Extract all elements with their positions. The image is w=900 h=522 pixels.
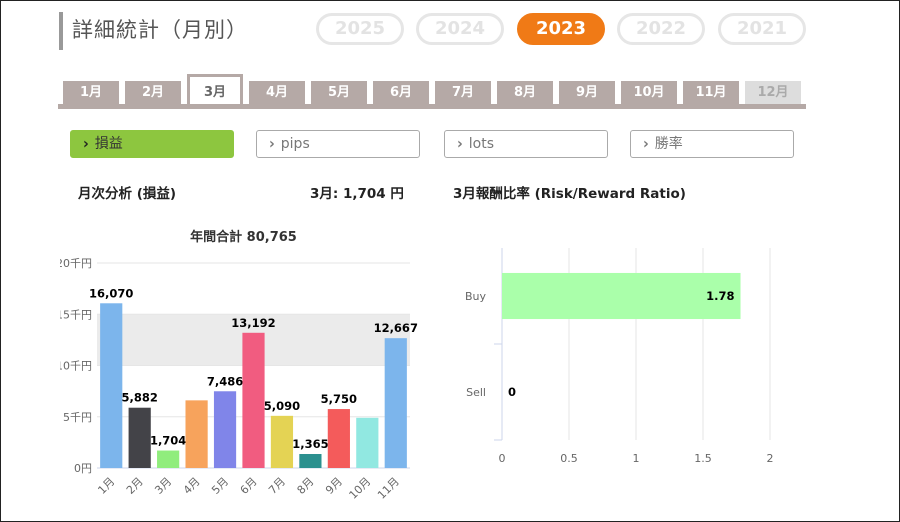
bar-data-label: 16,070 xyxy=(89,286,133,300)
bar-11[interactable] xyxy=(384,338,407,468)
x-tick-label: 4月 xyxy=(181,475,203,497)
monthly-pnl-chart: 年間合計 80,765 0円 5千円 10千円 15千円 20千円 16,070 1月 5,88… xyxy=(60,229,418,502)
bar-data-label: 5,882 xyxy=(121,391,157,405)
x-tick-label: 3月 xyxy=(152,475,174,497)
title-accent-bar xyxy=(59,12,63,50)
metric-button-lots[interactable]: › lots xyxy=(444,130,608,158)
y-category-label: Buy xyxy=(465,290,487,303)
y-category-label: Sell xyxy=(466,386,486,399)
x-tick-label: 6月 xyxy=(238,475,260,497)
year-button-2023[interactable]: 2023 xyxy=(517,13,605,45)
tab-month-2[interactable]: 2月 xyxy=(125,81,181,105)
bar-10[interactable] xyxy=(356,417,379,468)
month-summary: 3月: 1,704 円 xyxy=(310,186,404,202)
risk-reward-title: 3月報酬比率 (Risk/Reward Ratio) xyxy=(453,186,686,202)
bar-1[interactable] xyxy=(100,303,123,468)
chevron-right-icon: › xyxy=(83,135,89,153)
metric-button-winrate[interactable]: › 勝率 xyxy=(630,130,794,158)
tab-month-8[interactable]: 8月 xyxy=(497,81,553,105)
tab-month-12: 12月 xyxy=(745,81,801,105)
chevron-right-icon: › xyxy=(643,135,649,153)
bar-5[interactable] xyxy=(213,391,237,468)
bar-9[interactable] xyxy=(327,409,350,468)
year-button-2022[interactable]: 2022 xyxy=(617,13,705,45)
bar-data-label: 1.78 xyxy=(706,289,734,303)
bar-2[interactable] xyxy=(128,407,151,468)
x-tick-label: 9月 xyxy=(323,475,345,497)
metric-button-pips[interactable]: › pips xyxy=(256,130,420,158)
y-tick-label: 10千円 xyxy=(60,360,92,373)
metric-button-label: lots xyxy=(468,136,495,152)
y-tick-label: 15千円 xyxy=(60,308,92,321)
bar-8[interactable] xyxy=(299,454,322,468)
tab-month-5[interactable]: 5月 xyxy=(311,81,367,105)
y-tick-label: 20千円 xyxy=(60,257,92,270)
bar-6[interactable] xyxy=(242,332,265,468)
bar-data-label: 13,192 xyxy=(231,316,275,330)
chart-title: 年間合計 80,765 xyxy=(190,229,297,245)
page-title: 詳細統計（月別） xyxy=(72,18,248,42)
tab-month-9[interactable]: 9月 xyxy=(559,81,615,105)
chevron-right-icon: › xyxy=(457,135,463,153)
bar-7[interactable] xyxy=(270,415,294,468)
monthly-analysis-title: 月次分析 (損益) xyxy=(78,186,177,202)
metric-button-label: 損益 xyxy=(94,136,123,152)
x-tick-label: 1 xyxy=(633,452,640,465)
metric-button-label: 勝率 xyxy=(654,136,683,152)
x-tick-label: 8月 xyxy=(295,475,317,497)
x-tick-label: 0.5 xyxy=(560,452,578,465)
year-button-2021[interactable]: 2021 xyxy=(718,13,806,45)
x-tick-label: 1月 xyxy=(95,475,117,497)
chevron-right-icon: › xyxy=(269,135,275,153)
y-tick-label: 5千円 xyxy=(63,411,92,424)
metric-button-profit[interactable]: › 損益 xyxy=(70,130,234,158)
bar-3[interactable] xyxy=(157,450,180,468)
x-tick-label: 7月 xyxy=(266,475,288,497)
tab-month-1[interactable]: 1月 xyxy=(63,81,119,105)
x-tick-label: 2月 xyxy=(124,475,146,497)
bar-data-label: 1,704 xyxy=(150,434,186,448)
bar-data-label: 5,090 xyxy=(264,399,300,413)
month-tab-rail xyxy=(58,104,806,109)
bar-data-label: 0 xyxy=(508,385,516,399)
year-button-2024[interactable]: 2024 xyxy=(416,13,504,45)
risk-reward-chart: 0 0.5 1 1.5 2 Buy 1.78 Sell 0 xyxy=(465,248,774,465)
x-tick-label: 0 xyxy=(499,452,506,465)
rr-bar-buy[interactable] xyxy=(502,272,741,320)
tab-month-7[interactable]: 7月 xyxy=(435,81,491,105)
bar-data-label: 1,365 xyxy=(292,437,328,451)
bar-data-label: 5,750 xyxy=(321,392,357,406)
tab-month-11[interactable]: 11月 xyxy=(683,81,739,105)
x-tick-label: 10月 xyxy=(347,475,374,502)
x-tick-label: 11月 xyxy=(375,475,402,502)
tab-month-10[interactable]: 10月 xyxy=(621,81,677,105)
bar-data-label: 7,486 xyxy=(207,374,243,388)
bar-data-label: 12,667 xyxy=(374,321,418,335)
year-button-2025[interactable]: 2025 xyxy=(316,13,404,45)
tab-month-6[interactable]: 6月 xyxy=(373,81,429,105)
tab-month-3[interactable]: 3月 xyxy=(187,74,243,108)
x-tick-label: 2 xyxy=(767,452,774,465)
x-tick-label: 5月 xyxy=(209,475,231,497)
y-tick-label: 0円 xyxy=(74,462,92,475)
metric-button-label: pips xyxy=(280,136,310,152)
bar-4[interactable] xyxy=(185,400,208,468)
x-tick-label: 1.5 xyxy=(694,452,712,465)
tab-month-4[interactable]: 4月 xyxy=(249,81,305,105)
